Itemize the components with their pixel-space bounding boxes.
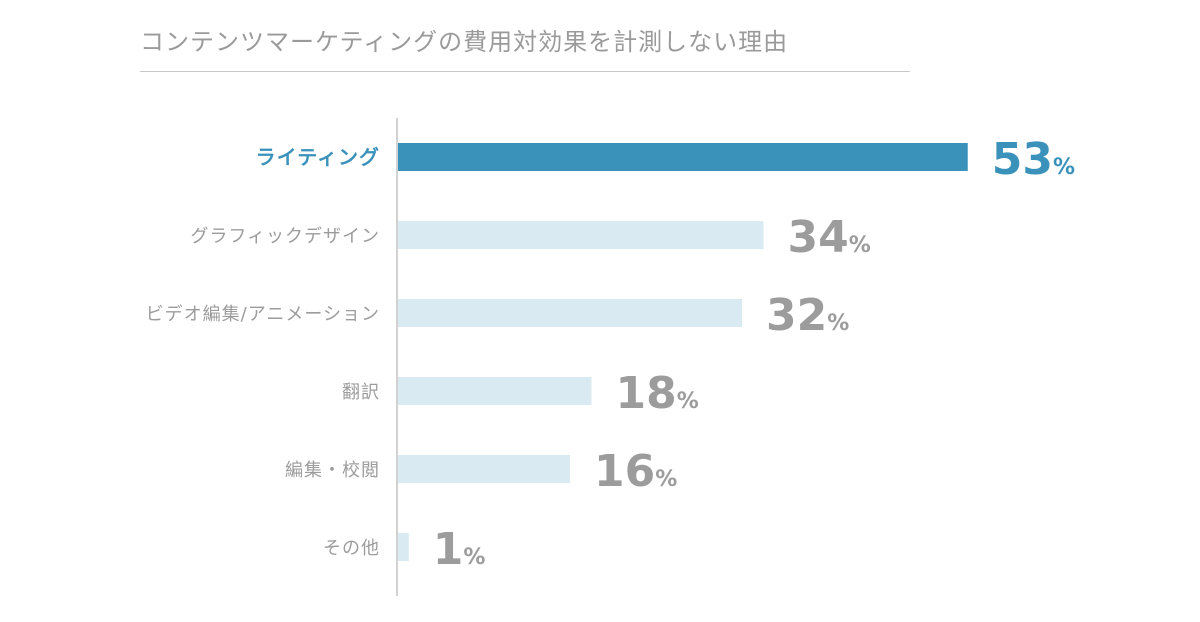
chart-title: コンテンツマーケティングの費用対効果を計測しない理由 (140, 28, 789, 56)
data-label-unit: % (677, 389, 699, 414)
data-label: 53% (992, 134, 1075, 185)
data-label-unit: % (655, 467, 677, 492)
bar (398, 299, 742, 327)
category-label: グラフィックデザイン (190, 226, 380, 247)
title-divider (140, 71, 910, 72)
bar (398, 221, 764, 249)
data-label-value: 34 (788, 212, 849, 263)
data-label-value: 18 (616, 368, 677, 419)
category-label: 翻訳 (342, 382, 380, 403)
data-label-unit: % (827, 311, 849, 336)
bar (398, 377, 592, 405)
data-label: 1% (433, 524, 486, 575)
bar (398, 533, 409, 561)
data-label-value: 32 (766, 290, 827, 341)
data-label-unit: % (849, 233, 871, 258)
category-label: 編集・校閲 (285, 460, 380, 481)
data-label-unit: % (463, 545, 485, 570)
data-label-value: 16 (594, 446, 655, 497)
bar (398, 455, 570, 483)
data-label: 16% (594, 446, 677, 497)
data-label: 34% (788, 212, 871, 263)
category-label: その他 (323, 538, 380, 559)
bar (398, 143, 968, 171)
category-label: ビデオ編集/アニメーション (146, 304, 380, 325)
data-label: 32% (766, 290, 849, 341)
data-label-value: 53 (992, 134, 1053, 185)
data-label-unit: % (1053, 155, 1075, 180)
data-label-value: 1 (433, 524, 464, 575)
data-label: 18% (616, 368, 699, 419)
category-label: ライティング (256, 145, 380, 169)
